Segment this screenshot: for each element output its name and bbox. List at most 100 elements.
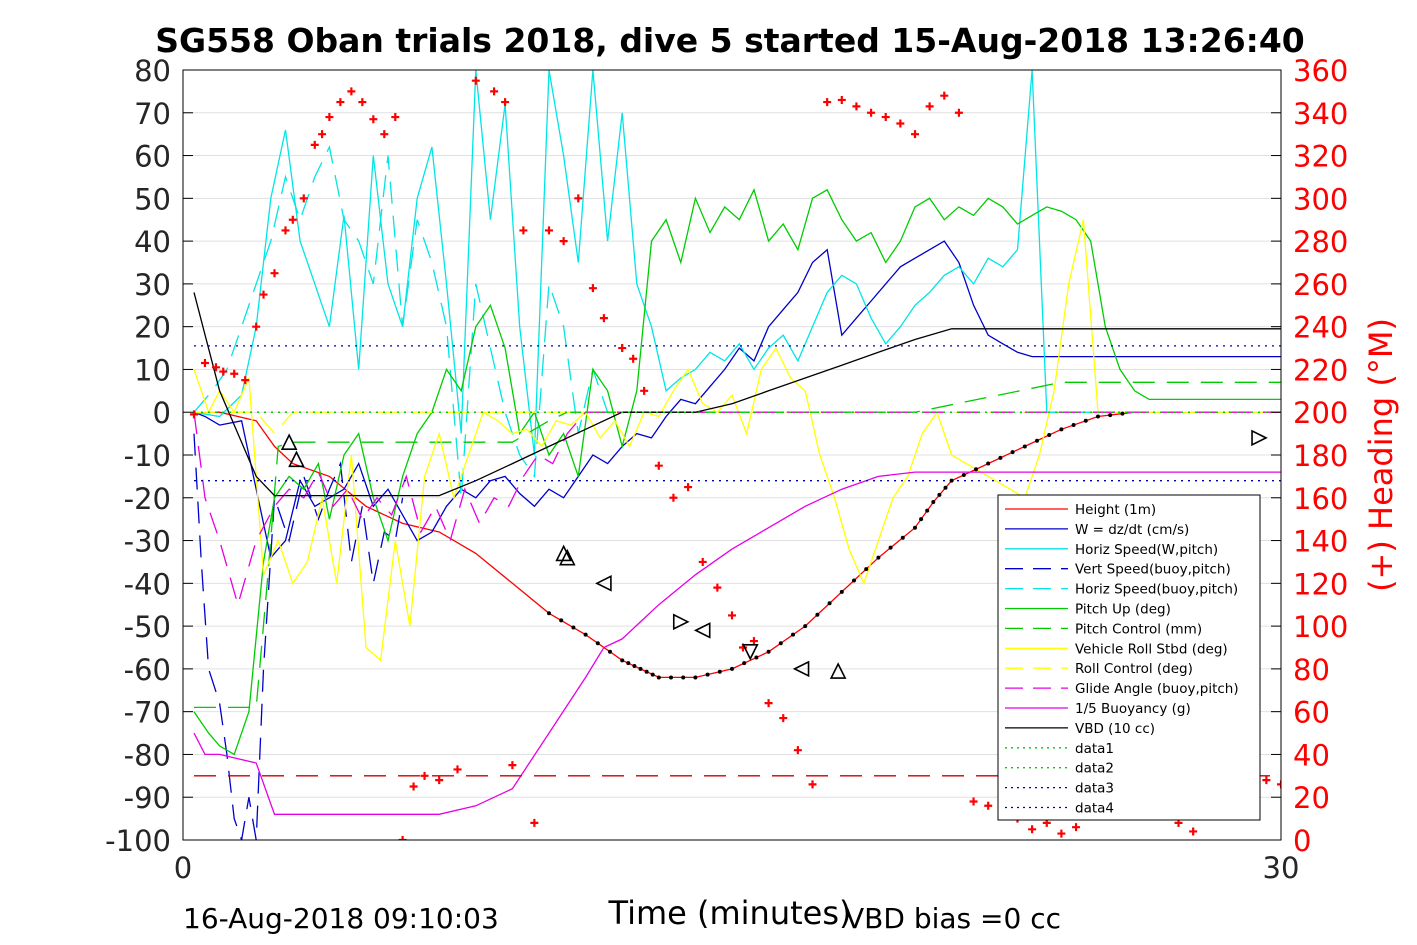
triangle-marker [1251,429,1268,447]
depth-dot [937,492,942,497]
depth-dot [1047,433,1052,438]
triangle-marker [693,622,711,639]
legend-label: 1/5 Buoyancy (g) [1075,701,1191,717]
depth-dot [986,461,991,466]
y-tick-label: -70 [124,696,171,730]
heading-point [288,215,297,224]
y-right-tick-label: 20 [1293,781,1330,815]
y-right-tick-label: 100 [1293,610,1348,644]
legend-label: Vehicle Roll Stbd (deg) [1075,641,1228,657]
y-axis-left: 80 70 60 50 40 30 20 10 0 -10 -20 -30 -40 -50 -60 -70 -8… [105,54,193,858]
legend-label: VBD (10 cc) [1075,721,1155,737]
legend-label: Roll Control (deg) [1075,661,1193,677]
legend-label: Horiz Speed(buoy,pitch) [1075,582,1238,598]
heading-point [281,226,290,235]
heading-point [325,113,334,122]
heading-point [599,314,608,323]
legend-label: data2 [1075,761,1114,777]
y-right-tick-label: 300 [1293,182,1348,216]
depth-dot [742,661,747,666]
triangle-marker [595,575,612,592]
heading-point [471,76,480,85]
y-right-tick-label: 260 [1293,268,1348,302]
triangle-marker [288,450,305,468]
heading-point [749,637,758,646]
depth-dot [1083,418,1088,423]
y-right-tick-label: 320 [1293,140,1348,174]
legend-label: Height (1m) [1075,502,1156,518]
y-right-tick-label: 180 [1293,439,1348,473]
x-tick-label: 0 [174,851,192,885]
heading-point [629,354,638,363]
heading-point [867,108,876,117]
heading-point [940,91,949,100]
x-axis-label: Time (minutes) [608,894,852,932]
triangle-marker [555,544,572,562]
triangle-marker [742,643,759,661]
depth-dot [754,655,759,660]
footer-timestamp: 16-Aug-2018 09:10:03 [183,902,499,935]
heading-point [808,780,817,789]
legend-label: Pitch Up (deg) [1075,602,1171,618]
depth-dot [1096,414,1100,419]
y-right-tick-label: 120 [1293,567,1348,601]
heading-point [211,363,220,372]
depth-dot [931,500,936,505]
depth-dot [638,666,643,671]
depth-dot [1010,450,1015,455]
heading-point [911,130,919,139]
heading-point [219,367,228,376]
depth-dot [1059,427,1064,432]
depth-dot [669,675,673,680]
triangle-marker [829,662,847,679]
heading-point [823,98,832,107]
legend-label: data4 [1075,801,1114,817]
heading-point [984,801,993,810]
heading-point [852,102,861,111]
heading-point [559,237,568,246]
heading-point [299,194,308,203]
heading-point [369,115,378,124]
y-tick-label: -50 [124,610,171,644]
y-tick-label: 0 [153,396,171,430]
x-axis: 0 30 [174,830,1299,885]
y-tick-label: -90 [124,781,171,815]
depth-dot [998,455,1003,460]
depth-dot [608,649,612,654]
depth-dot [864,567,869,572]
heading-point [764,699,773,708]
y-tick-label: 30 [134,268,171,302]
legend-label: Pitch Control (mm) [1075,621,1202,637]
y-tick-label: 60 [134,140,171,174]
heading-point [318,130,327,139]
heading-point [501,98,510,107]
heading-point [1189,827,1198,836]
depth-dot [913,525,917,530]
y-right-tick-label: 60 [1293,696,1330,730]
triangle-marker [792,660,810,678]
y-right-tick-label: 360 [1293,54,1348,88]
depth-dot [1071,423,1076,428]
heading-point [336,98,345,107]
depth-dot [1108,413,1113,418]
triangle-marker [280,433,298,450]
heading-point [391,113,400,122]
depth-dot [943,485,948,490]
y-right-tick-label: 240 [1293,311,1348,345]
series-line-5 [193,187,1281,756]
y-tick-label: -80 [124,738,171,772]
y-tick-label: -100 [105,824,171,858]
depth-dot [547,611,551,616]
heading-point [241,376,250,385]
triangle-marker [672,613,690,631]
depth-dot [900,535,905,540]
y-tick-label: 40 [134,225,171,259]
y-axis-right-label: (+) Heading (°M) [1362,318,1400,592]
depth-dot [693,675,698,680]
y-right-tick-label: 140 [1293,525,1348,559]
depth-dot [888,545,893,550]
depth-dot [766,649,771,654]
heading-point [347,87,356,96]
depth-dot [705,672,710,677]
depth-dot [827,601,832,606]
